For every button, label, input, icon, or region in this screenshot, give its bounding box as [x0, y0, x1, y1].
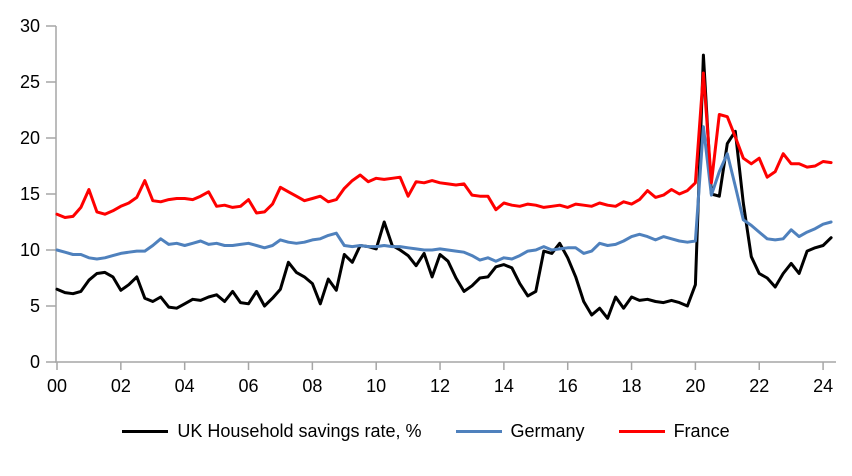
y-tick-label: 10: [20, 240, 40, 260]
x-tick-label: 18: [622, 376, 642, 396]
x-tick-label: 22: [749, 376, 769, 396]
x-tick-label: 04: [175, 376, 195, 396]
legend-item-uk: UK Household savings rate, %: [122, 421, 422, 441]
y-tick-label: 25: [20, 72, 40, 92]
series-line-france: [55, 71, 833, 219]
x-tick-label: 16: [558, 376, 578, 396]
y-tick-label: 30: [20, 16, 40, 36]
germany-line-swatch: [455, 429, 502, 433]
legend-item-france: France: [618, 421, 730, 441]
legend: UK Household savings rate, % Germany Fra…: [0, 422, 852, 440]
france-line-swatch: [618, 429, 665, 433]
plot-area: 0 5 10 15 20 25 30 00 02 04 06 08 10 12 14 16 18 20 22 24: [20, 16, 836, 396]
legend-item-germany: Germany: [455, 421, 585, 441]
x-tick-label: 12: [430, 376, 450, 396]
x-tick-label: 24: [813, 376, 833, 396]
x-tick-label: 00: [47, 376, 67, 396]
series-line-germany: [55, 125, 833, 263]
x-tick-label: 02: [111, 376, 131, 396]
x-tick-label: 10: [366, 376, 386, 396]
y-tick-label: 5: [30, 296, 40, 316]
legend-label-uk: UK Household savings rate, %: [177, 421, 422, 441]
y-tick-label: 0: [30, 352, 40, 372]
legend-label-france: France: [673, 421, 730, 441]
x-tick-label: 08: [302, 376, 322, 396]
uk-line-swatch: [122, 429, 169, 433]
y-tick-label: 20: [20, 128, 40, 148]
x-tick-label: 06: [239, 376, 259, 396]
x-tick-label: 14: [494, 376, 514, 396]
legend-label-germany: Germany: [510, 421, 585, 441]
y-tick-label: 15: [20, 184, 40, 204]
x-tick-label: 20: [685, 376, 705, 396]
